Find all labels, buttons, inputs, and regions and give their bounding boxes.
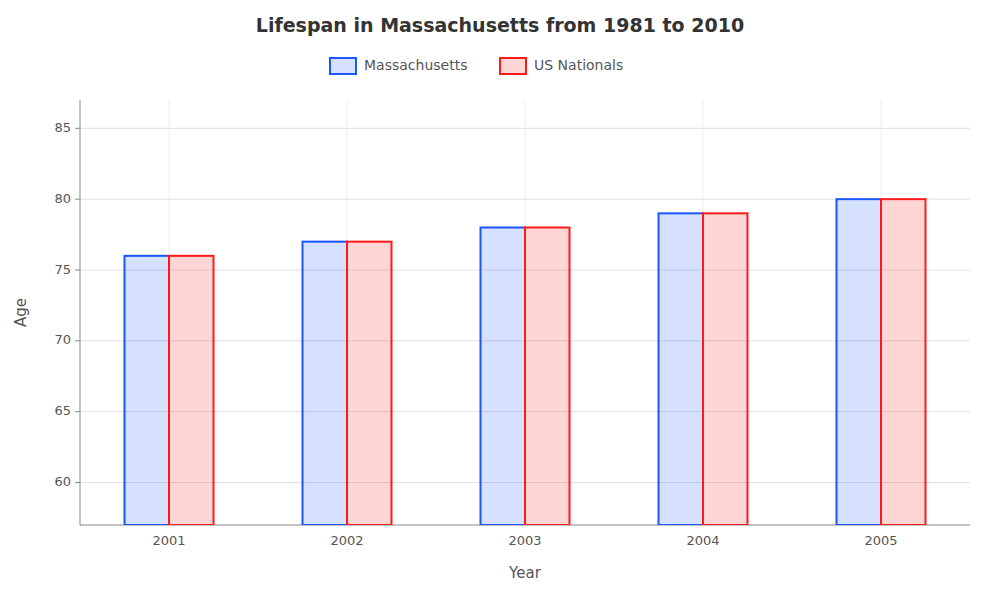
legend-label: Massachusetts	[364, 57, 467, 73]
bar	[303, 242, 348, 525]
y-tick	[75, 199, 80, 200]
y-tick-label: 65	[54, 403, 71, 418]
x-tick-label: 2005	[864, 533, 897, 548]
y-tick	[75, 128, 80, 129]
y-tick-label: 85	[54, 120, 71, 135]
bar	[525, 228, 570, 526]
y-tick	[75, 270, 80, 271]
y-tick-label: 75	[54, 262, 71, 277]
y-tick-label: 80	[54, 191, 71, 206]
bars	[125, 199, 926, 525]
bar	[703, 213, 748, 525]
bar	[169, 256, 214, 525]
y-ticks: 60 65 70 75 80 85	[54, 120, 80, 489]
bar	[881, 199, 926, 525]
x-tick-label: 2001	[152, 533, 185, 548]
x-tick-label: 2003	[508, 533, 541, 548]
legend-swatch	[500, 58, 526, 74]
bar	[837, 199, 882, 525]
bar	[347, 242, 392, 525]
y-tick	[75, 340, 80, 341]
legend-label: US Nationals	[534, 57, 623, 73]
grid	[80, 100, 970, 525]
x-tick-label: 2002	[330, 533, 363, 548]
bar	[659, 213, 704, 525]
bar	[125, 256, 170, 525]
x-tick-label: 2004	[686, 533, 719, 548]
y-tick-label: 70	[54, 332, 71, 347]
chart-container: 60 65 70 75 80 85 2001 2002 2003 2004 2005 Lifespan…	[0, 0, 1000, 600]
y-axis-label: Age	[12, 298, 30, 327]
x-axis-label: Year	[508, 564, 542, 582]
y-tick	[75, 482, 80, 483]
bar	[481, 228, 526, 526]
y-tick-label: 60	[54, 474, 71, 489]
x-ticks: 2001 2002 2003 2004 2005	[152, 533, 897, 548]
y-axis-line	[80, 100, 81, 525]
chart: 60 65 70 75 80 85 2001 2002 2003 2004 2005 Lifespan…	[0, 0, 1000, 600]
legend-swatch	[330, 58, 356, 74]
title: Lifespan in Massachusetts from 1981 to 2…	[256, 14, 744, 36]
y-tick	[75, 411, 80, 412]
legend: Massachusetts US Nationals	[330, 57, 623, 74]
